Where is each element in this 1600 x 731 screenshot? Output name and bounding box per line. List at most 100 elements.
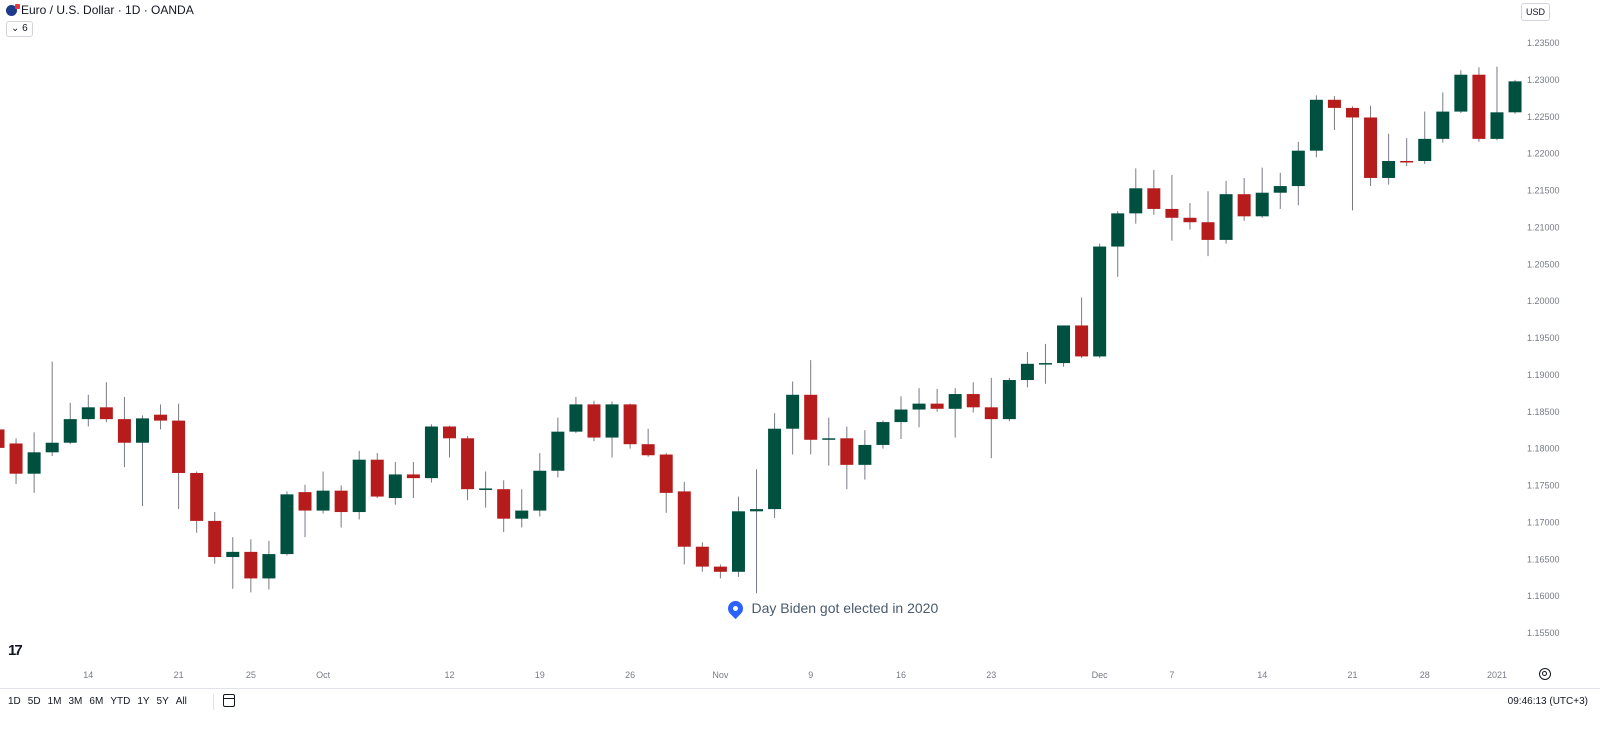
- candle[interactable]: [930, 388, 944, 412]
- clock-timezone[interactable]: 09:46:13 (UTC+3): [1507, 696, 1588, 707]
- candle[interactable]: [1057, 325, 1071, 367]
- candle[interactable]: [190, 471, 204, 533]
- price-axis[interactable]: 1.15500 1.16000 1.16500 1.17000 1.17500 1.180…: [1527, 38, 1560, 638]
- candle[interactable]: [1490, 66, 1504, 141]
- candle[interactable]: [1436, 92, 1450, 143]
- candle[interactable]: [9, 438, 23, 485]
- candle[interactable]: [280, 491, 294, 556]
- range-1d-button[interactable]: 1D: [8, 696, 21, 707]
- candle[interactable]: [768, 413, 782, 518]
- candle[interactable]: [497, 480, 511, 532]
- candle[interactable]: [63, 402, 77, 445]
- candle[interactable]: [244, 539, 258, 593]
- range-5d-button[interactable]: 5D: [27, 696, 41, 707]
- candle[interactable]: [154, 404, 168, 430]
- range-ytd-button[interactable]: YTD: [110, 696, 131, 707]
- candle[interactable]: [1129, 168, 1143, 224]
- candle[interactable]: [45, 361, 59, 456]
- candle[interactable]: [1020, 352, 1034, 388]
- candle[interactable]: [334, 485, 348, 528]
- candle[interactable]: [27, 432, 41, 493]
- candle[interactable]: [984, 377, 998, 459]
- candle[interactable]: [966, 382, 980, 413]
- candle[interactable]: [858, 430, 872, 480]
- candle[interactable]: [786, 381, 800, 455]
- candle[interactable]: [1364, 105, 1378, 187]
- candle[interactable]: [1147, 169, 1161, 215]
- candle[interactable]: [1346, 106, 1359, 211]
- candle[interactable]: [1291, 141, 1305, 206]
- candle[interactable]: [533, 453, 547, 517]
- candle[interactable]: [370, 453, 384, 499]
- candle[interactable]: [1255, 167, 1269, 218]
- candle[interactable]: [1400, 138, 1414, 167]
- range-3m-button[interactable]: 3M: [68, 696, 83, 707]
- candle[interactable]: [1002, 377, 1016, 422]
- candle[interactable]: [695, 542, 709, 572]
- settings-gear-icon[interactable]: [1539, 668, 1551, 680]
- candle[interactable]: [1038, 343, 1052, 384]
- candle[interactable]: [262, 540, 276, 590]
- candle[interactable]: [352, 450, 366, 520]
- candle[interactable]: [731, 496, 745, 577]
- candle[interactable]: [1309, 95, 1323, 158]
- candle[interactable]: [623, 403, 637, 449]
- candle[interactable]: [750, 469, 764, 594]
- candle[interactable]: [1273, 172, 1287, 209]
- candle[interactable]: [316, 471, 330, 514]
- candle[interactable]: [713, 564, 727, 579]
- candle[interactable]: [551, 417, 565, 478]
- candle[interactable]: [208, 512, 222, 564]
- candle[interactable]: [677, 481, 691, 565]
- tradingview-logo[interactable]: 17: [8, 642, 23, 659]
- candle[interactable]: [1093, 243, 1107, 358]
- symbol-header[interactable]: Euro / U.S. Dollar · 1D · OANDA: [6, 3, 194, 17]
- indicators-toggle[interactable]: ⌄ 6: [6, 21, 33, 37]
- range-1m-button[interactable]: 1M: [47, 696, 62, 707]
- candle[interactable]: [1472, 67, 1486, 142]
- candle[interactable]: [840, 426, 854, 490]
- candle[interactable]: [515, 489, 529, 528]
- time-axis[interactable]: 14 21 25 Oct 12 19 26 Nov 9 16 23 Dec 7 14 21 28 2021: [83, 670, 1507, 680]
- candle[interactable]: [876, 420, 890, 449]
- candle[interactable]: [1219, 180, 1233, 244]
- candle[interactable]: [1418, 111, 1432, 164]
- candle[interactable]: [135, 415, 149, 507]
- candle[interactable]: [912, 388, 926, 428]
- candle[interactable]: [172, 403, 186, 510]
- candle[interactable]: [1165, 175, 1179, 241]
- range-1y-button[interactable]: 1Y: [137, 696, 150, 707]
- candle[interactable]: [1111, 211, 1125, 277]
- candle[interactable]: [461, 436, 475, 501]
- candle[interactable]: [1454, 70, 1468, 114]
- candle[interactable]: [1382, 133, 1396, 185]
- candle[interactable]: [587, 400, 601, 442]
- candle[interactable]: [99, 382, 113, 423]
- range-5y-button[interactable]: 5Y: [156, 696, 169, 707]
- candle[interactable]: [659, 453, 673, 513]
- candle[interactable]: [894, 396, 908, 440]
- candle[interactable]: [822, 417, 836, 466]
- candlestick-chart[interactable]: 1.15500 1.16000 1.16500 1.17000 1.17500 1.180…: [0, 0, 1600, 688]
- candle[interactable]: [424, 424, 438, 483]
- candle[interactable]: [443, 425, 456, 458]
- candle[interactable]: [1183, 203, 1197, 230]
- candle[interactable]: [569, 397, 583, 434]
- candle[interactable]: [117, 397, 131, 468]
- candle[interactable]: [1237, 177, 1251, 221]
- candle[interactable]: [0, 423, 5, 453]
- range-all-button[interactable]: All: [175, 696, 187, 707]
- candle[interactable]: [298, 484, 312, 538]
- candle[interactable]: [804, 360, 818, 455]
- candle[interactable]: [1327, 96, 1341, 131]
- range-6m-button[interactable]: 6M: [89, 696, 104, 707]
- chart-annotation[interactable]: Day Biden got elected in 2020: [725, 597, 938, 619]
- candle[interactable]: [406, 461, 420, 499]
- candle[interactable]: [948, 388, 962, 438]
- candle[interactable]: [479, 471, 493, 508]
- candle[interactable]: [1075, 297, 1089, 358]
- candle[interactable]: [226, 537, 240, 589]
- candle[interactable]: [1508, 79, 1522, 114]
- candle[interactable]: [641, 428, 655, 457]
- currency-button[interactable]: USD: [1521, 3, 1551, 21]
